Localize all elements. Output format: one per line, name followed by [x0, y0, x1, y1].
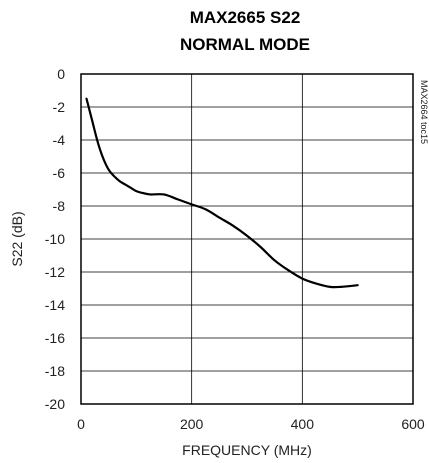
y-tick-label: -12: [45, 264, 65, 280]
y-tick-label: -18: [45, 363, 65, 379]
x-tick-label: 400: [291, 416, 315, 432]
y-tick-label: -16: [45, 330, 65, 346]
series-s22-line: [85, 97, 359, 289]
y-tick-label: -6: [53, 165, 66, 181]
y-tick-label: -10: [45, 231, 65, 247]
y-axis-label: S22 (dB): [9, 211, 25, 266]
y-tick-label: -8: [53, 198, 66, 214]
figure-id-label: MAX2664 toc15: [419, 80, 429, 144]
x-tick-labels: 0 200 400 600: [77, 416, 425, 432]
y-tick-label: -20: [45, 396, 65, 412]
plot-frame: [80, 73, 414, 405]
y-tick-label: -2: [53, 99, 66, 115]
y-tick-labels: 0 -2 -4 -6 -8 -10 -12 -14 -16 -18 -20: [45, 66, 65, 412]
y-tick-label: -14: [45, 297, 65, 313]
x-tick-label: 200: [180, 416, 204, 432]
grid-lines: [80, 73, 414, 405]
x-tick-label: 0: [77, 416, 85, 432]
x-axis-label: FREQUENCY (MHz): [182, 442, 312, 458]
chart-title-line2: NORMAL MODE: [180, 35, 310, 54]
chart-title-line1: MAX2665 S22: [190, 8, 301, 27]
y-tick-label: 0: [57, 66, 65, 82]
x-tick-label: 600: [401, 416, 425, 432]
y-tick-label: -4: [53, 132, 66, 148]
